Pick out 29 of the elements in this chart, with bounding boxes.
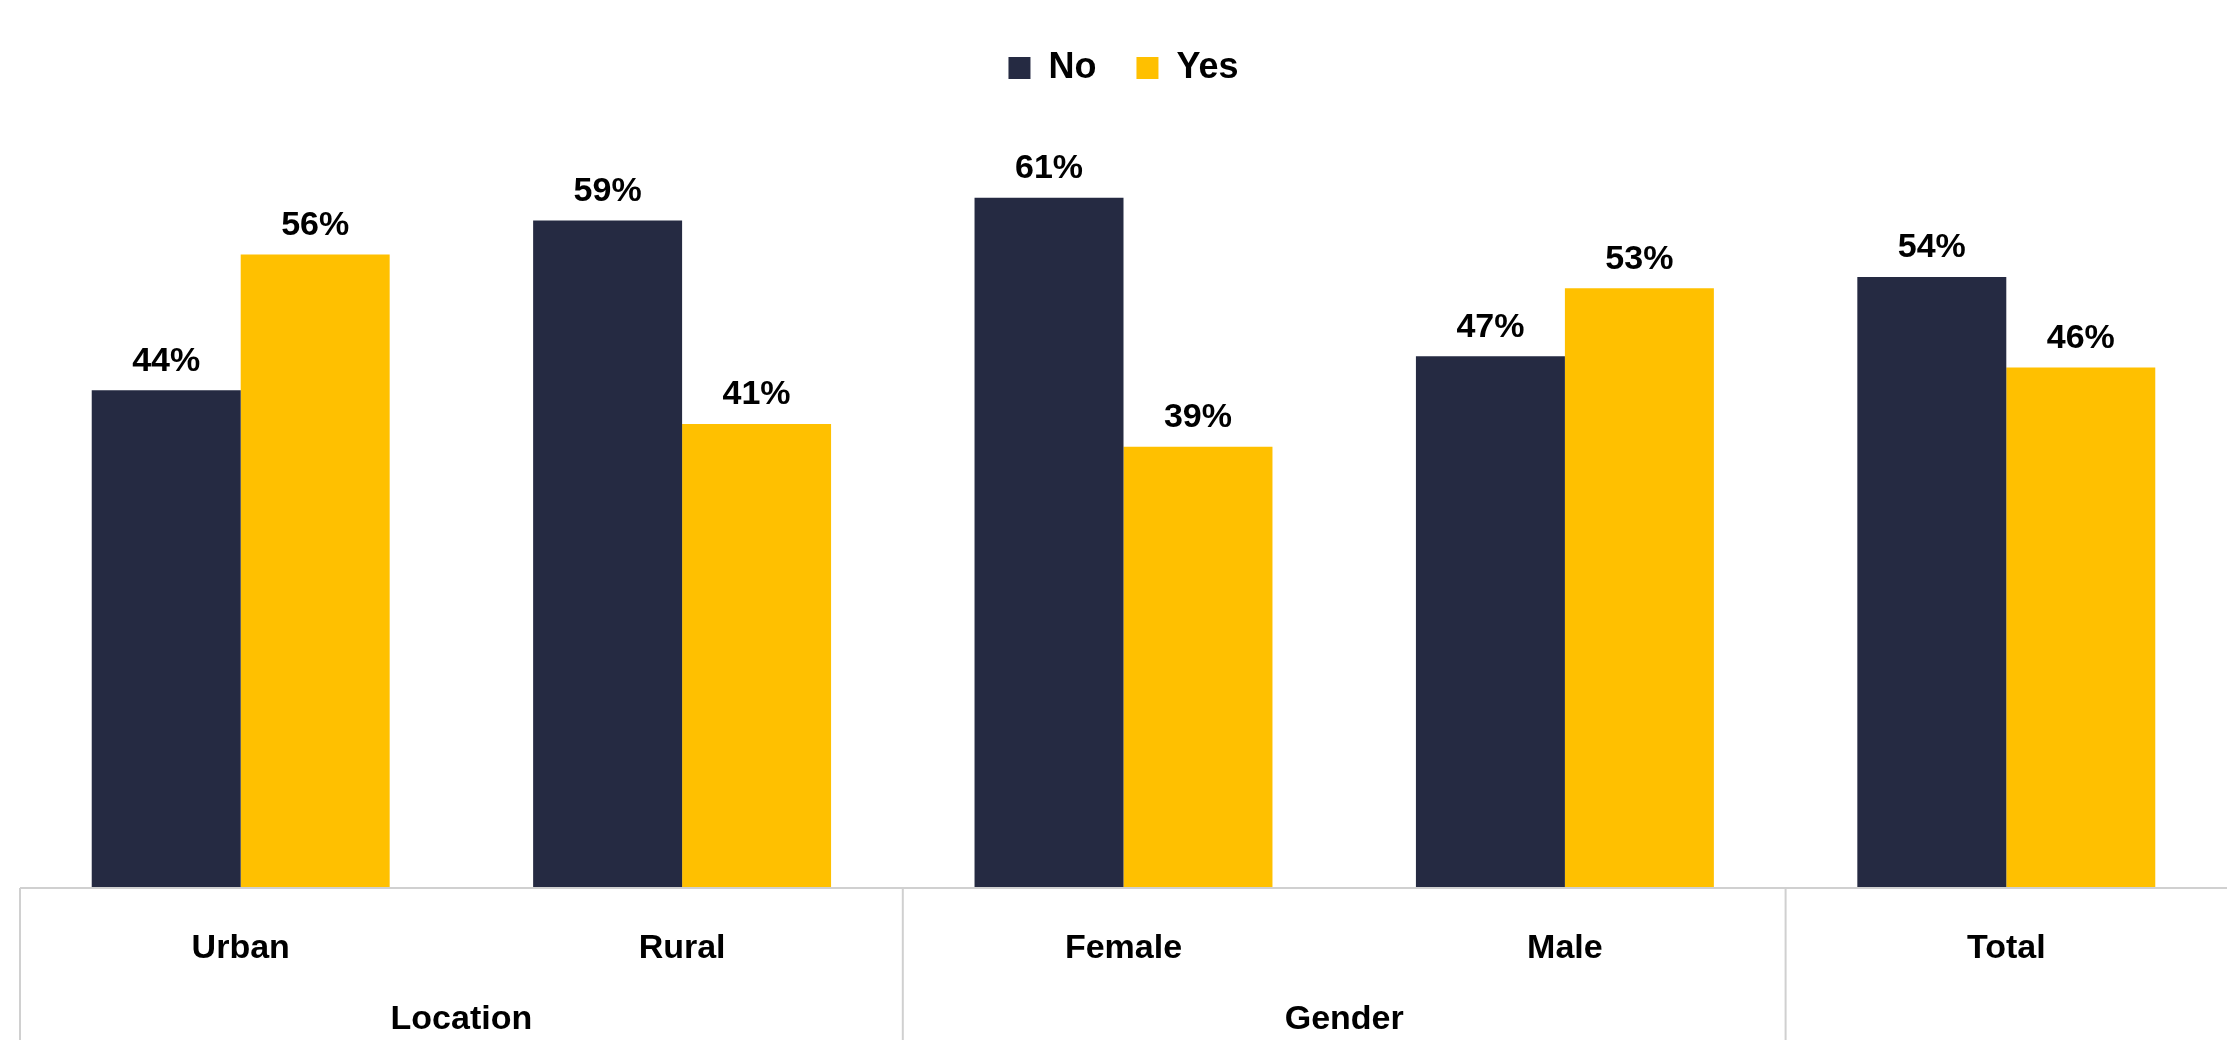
data-label: 46% <box>2046 316 2115 355</box>
bar <box>2006 367 2156 888</box>
data-label: 61% <box>1014 147 1084 186</box>
data-label: 47% <box>1456 305 1525 344</box>
data-label: 39% <box>1163 396 1233 435</box>
bar <box>682 424 832 888</box>
bar <box>1857 277 2007 888</box>
data-label: 56% <box>281 203 350 242</box>
bar <box>240 254 390 888</box>
text: Gender <box>1284 998 1404 1037</box>
data-label: 53% <box>1605 237 1674 276</box>
data-label: 41% <box>722 373 791 412</box>
x-tick-label: Total <box>1966 926 2046 965</box>
x-tick-label: Urban <box>191 926 290 965</box>
x-tick-label: Male <box>1527 926 1603 965</box>
x-tick-label: Rural <box>638 926 726 965</box>
bar <box>1123 446 1273 888</box>
text: Location <box>390 998 533 1037</box>
bar <box>1564 288 1714 888</box>
bar <box>974 197 1124 888</box>
data-label: 59% <box>573 169 642 208</box>
data-label: 54% <box>1897 226 1966 265</box>
x-tick-label: Female <box>1064 926 1183 965</box>
bar <box>1415 356 1565 888</box>
bar <box>533 220 683 888</box>
legend-label: Yes <box>1176 44 1239 86</box>
legend-label: No <box>1048 44 1097 86</box>
data-label: 44% <box>132 339 201 378</box>
bar <box>91 390 241 888</box>
